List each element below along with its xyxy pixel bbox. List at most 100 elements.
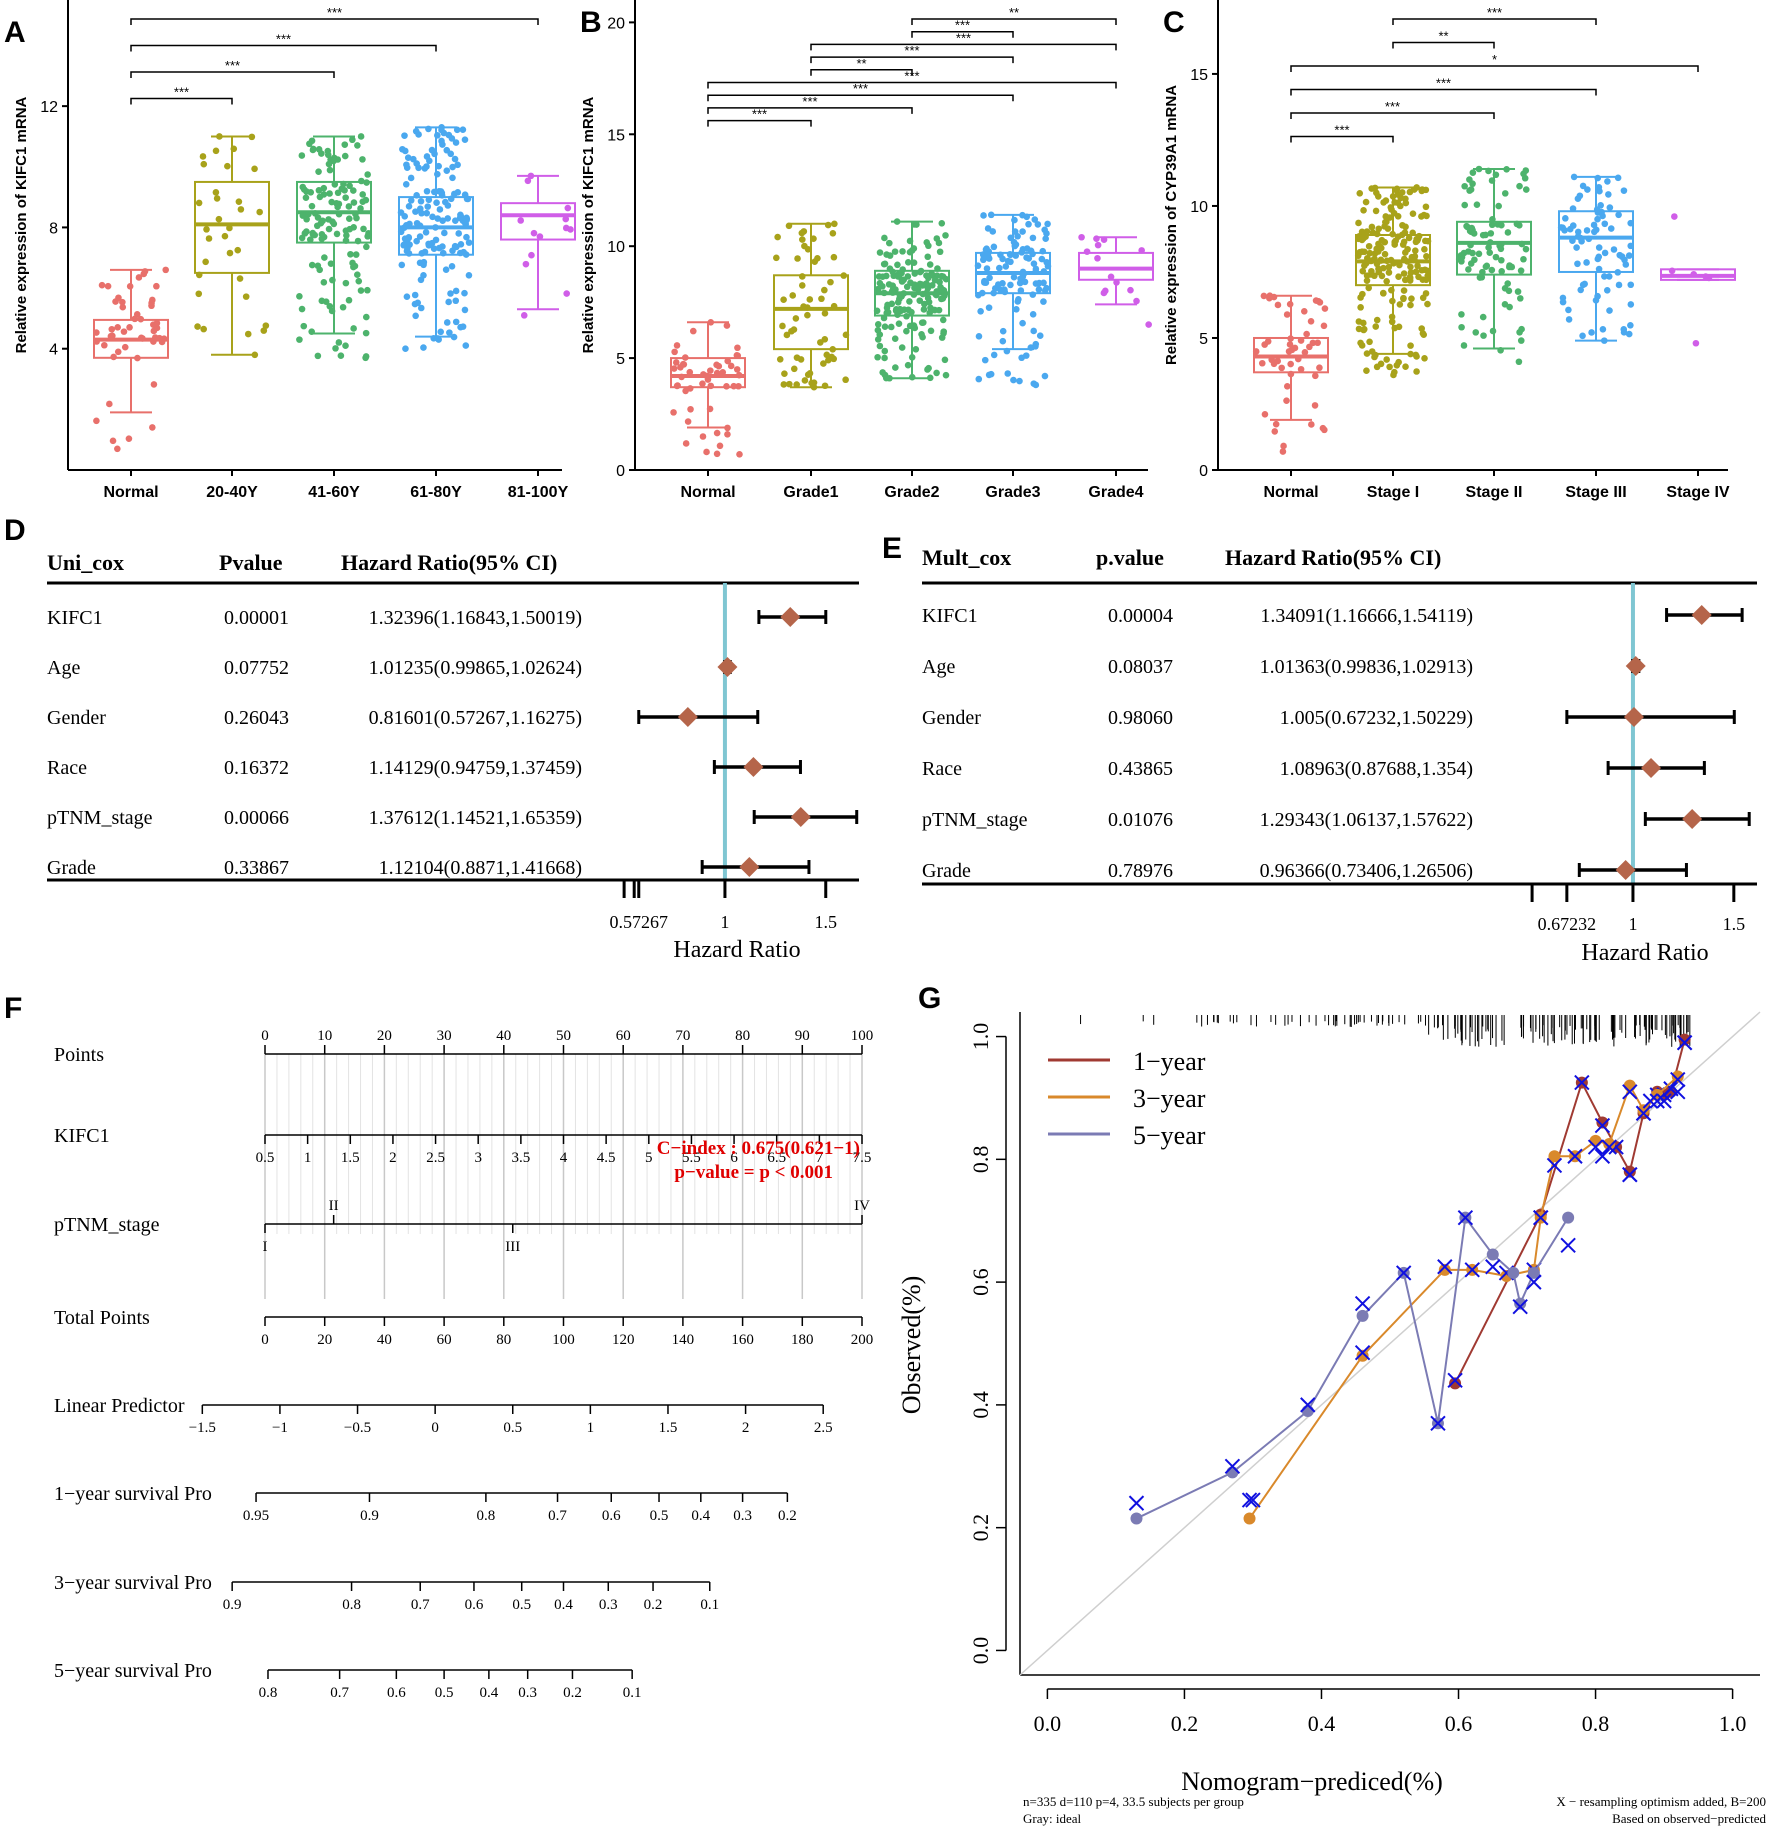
data-point	[320, 184, 328, 192]
data-point	[436, 206, 444, 213]
data-point	[1517, 337, 1525, 344]
data-point	[352, 251, 360, 258]
scale-tick-label: 0	[431, 1420, 439, 1436]
data-point	[682, 440, 690, 447]
data-point	[1379, 289, 1387, 297]
data-point	[1488, 177, 1496, 184]
point-estimate-diamond	[717, 657, 738, 677]
scale-label: KIFC1	[54, 1125, 110, 1147]
row-hazard-ratio: 1.29343(1.06137,1.57622)	[1260, 809, 1473, 831]
data-point	[463, 215, 471, 223]
data-point	[296, 292, 303, 300]
data-point	[432, 224, 439, 231]
data-point	[776, 356, 784, 363]
data-point	[1489, 215, 1496, 223]
data-point	[1408, 295, 1415, 302]
data-point	[1127, 286, 1134, 294]
data-point	[1458, 311, 1465, 318]
data-point	[881, 347, 889, 355]
x-tick-label: 20-40Y	[206, 484, 258, 501]
data-point	[1307, 318, 1315, 325]
x-axis-title: Hazard Ratio	[673, 937, 800, 963]
data-point	[876, 342, 884, 350]
data-point	[333, 230, 341, 238]
data-point	[1388, 318, 1396, 326]
data-point	[199, 153, 207, 160]
data-point	[329, 276, 336, 284]
cindex-annotation: C−index : 0.675(0.621−1)	[657, 1138, 860, 1159]
scale-tick-label: 160	[731, 1332, 754, 1348]
data-point	[1381, 250, 1389, 258]
data-point	[1010, 376, 1017, 384]
data-point	[931, 276, 939, 284]
data-point	[1514, 288, 1522, 295]
data-point	[1518, 240, 1526, 248]
scale-tick-label: −1.5	[189, 1420, 216, 1436]
data-point	[1389, 193, 1397, 200]
data-point	[1272, 420, 1280, 428]
row-hazard-ratio: 1.01235(0.99865,1.02624)	[369, 657, 582, 679]
scale-tick-label: III	[505, 1239, 520, 1255]
significance-label: **	[1438, 29, 1448, 44]
data-point	[876, 249, 884, 256]
data-point	[407, 174, 415, 182]
scale-tick-label: 0.2	[563, 1685, 582, 1701]
significance-label: ***	[853, 81, 868, 96]
data-point	[403, 293, 411, 301]
data-point	[916, 268, 924, 276]
data-point	[975, 332, 983, 340]
box	[194, 180, 270, 274]
series-point	[1301, 1405, 1314, 1418]
data-point	[780, 381, 788, 388]
data-point	[990, 351, 998, 359]
data-point	[421, 165, 429, 172]
legend-label: 3−year	[1133, 1084, 1206, 1113]
series-point	[1527, 1266, 1540, 1279]
data-point	[1012, 252, 1020, 259]
x-tick-label: Grade4	[1088, 484, 1143, 501]
data-point	[251, 165, 258, 173]
data-point	[1391, 324, 1399, 332]
data-point	[195, 290, 203, 298]
data-point	[332, 345, 339, 352]
series-point	[1678, 1033, 1691, 1046]
data-point	[1423, 253, 1430, 260]
data-point	[1368, 223, 1376, 231]
data-point	[1595, 244, 1603, 251]
data-point	[806, 296, 814, 303]
scale-tick-label: 50	[556, 1028, 571, 1044]
data-point	[1094, 254, 1101, 262]
data-point	[1375, 268, 1383, 276]
data-point	[821, 286, 828, 294]
data-point	[707, 382, 715, 390]
scale-tick-label: 1.5	[341, 1150, 360, 1166]
data-point	[1407, 269, 1415, 276]
data-point	[830, 253, 838, 261]
data-point	[1395, 273, 1402, 280]
point-estimate-diamond	[1623, 707, 1644, 727]
x-tick-label: 1	[1628, 914, 1637, 934]
scale-tick-label: 0.5	[650, 1508, 669, 1524]
data-point	[115, 294, 122, 302]
data-point	[873, 307, 881, 315]
scale-tick-label: 0.9	[223, 1597, 242, 1613]
data-point	[1368, 185, 1375, 192]
data-point	[459, 126, 467, 133]
data-point	[908, 373, 916, 381]
data-point	[980, 253, 988, 261]
significance-bracket	[810, 43, 1117, 51]
data-point	[894, 299, 902, 306]
data-point	[1365, 242, 1373, 250]
data-point	[928, 282, 936, 289]
data-point	[424, 203, 432, 210]
series-point	[1438, 1263, 1451, 1276]
data-point	[1368, 257, 1376, 264]
data-point	[463, 195, 471, 203]
data-point	[926, 261, 934, 268]
scale-tick-label: 60	[437, 1332, 452, 1348]
data-point	[942, 371, 950, 379]
data-point	[1418, 325, 1426, 332]
data-point	[1283, 397, 1290, 404]
data-point	[1383, 356, 1390, 363]
data-point	[783, 331, 791, 339]
